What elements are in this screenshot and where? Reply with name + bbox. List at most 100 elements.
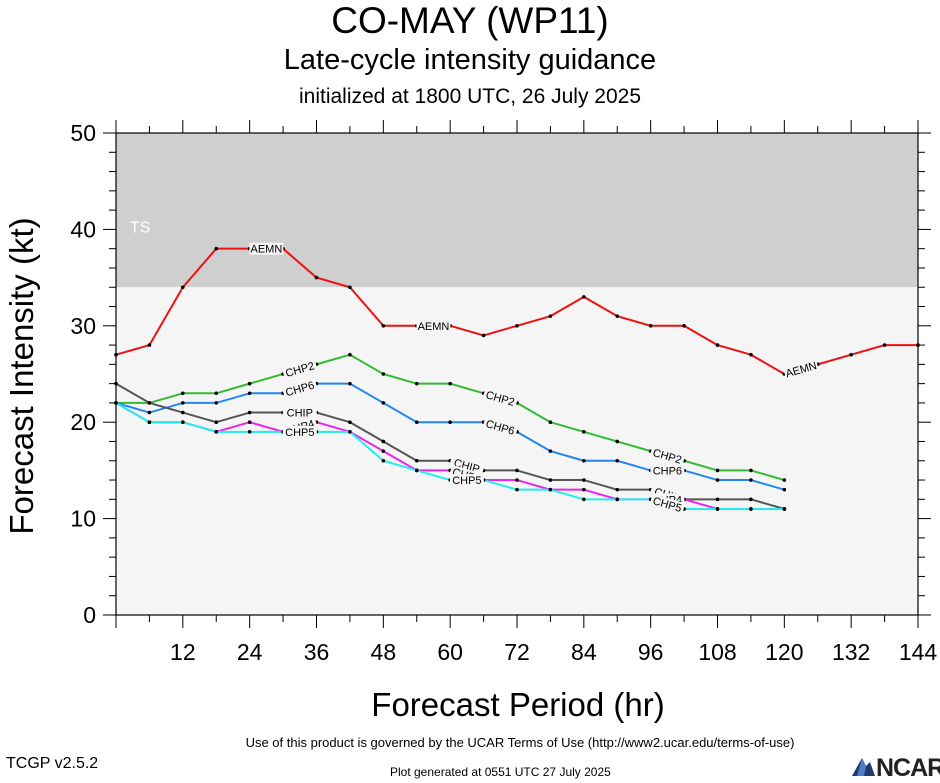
data-point-chip (715, 497, 720, 502)
data-point-chp4 (381, 449, 386, 453)
data-point-chp6 (381, 401, 386, 405)
y-tick-label: 0 (83, 602, 96, 628)
data-point-chp5 (582, 497, 586, 502)
data-point-chp6 (348, 381, 352, 386)
data-point-aemn (548, 314, 553, 318)
series-label-bg (448, 455, 485, 477)
x-tick-label: 36 (304, 639, 330, 665)
series-label-text: CHP5 (285, 427, 314, 439)
data-point-chp2 (247, 381, 252, 386)
data-point-chip (247, 410, 252, 415)
data-point-chp2 (214, 391, 219, 396)
data-point-chp2 (782, 478, 787, 482)
data-point-chp6 (147, 410, 152, 415)
data-point-chp6 (749, 478, 753, 482)
series-label-bg (249, 242, 284, 255)
x-tick-label: 144 (899, 639, 938, 665)
y-tick-label: 30 (70, 313, 96, 339)
series-label-bg (282, 406, 317, 419)
series-label-aemn: AEMN (416, 319, 451, 333)
series-label-bg (783, 358, 820, 380)
data-point-chp2 (615, 439, 620, 444)
data-point-chp5 (348, 430, 352, 434)
data-point-aemn (582, 295, 586, 299)
series-label-text: AEMN (250, 244, 282, 256)
x-tick-label: 12 (170, 639, 196, 665)
data-point-aemn (749, 352, 753, 357)
data-point-chp6 (247, 391, 252, 396)
data-point-aemn (882, 343, 887, 347)
series-label-bg (649, 493, 686, 515)
data-point-aemn (615, 314, 620, 318)
series-label-chip: CHIP (282, 406, 317, 420)
data-point-aemn (682, 324, 686, 328)
band-label-ts: TS (130, 219, 150, 236)
data-point-chp5 (414, 468, 419, 473)
data-point-chp2 (381, 372, 386, 376)
x-tick-label: 96 (638, 639, 664, 665)
x-tick-label: 60 (437, 639, 463, 665)
data-point-chp6 (615, 458, 620, 463)
data-point-chip (548, 478, 553, 482)
intensity-band-ts (116, 133, 918, 288)
intensity-band-below-ts (116, 287, 918, 615)
y-tick-label: 40 (70, 216, 96, 242)
x-tick-label: 108 (698, 639, 736, 665)
data-point-chp2 (348, 352, 352, 357)
data-point-aemn (214, 246, 219, 251)
data-point-aemn (648, 324, 653, 328)
series-label-bg (449, 474, 484, 487)
data-point-chp6 (448, 420, 452, 425)
data-point-chp2 (181, 391, 185, 396)
series-label-bg (416, 319, 451, 332)
x-tick-label: 72 (504, 639, 530, 665)
data-point-chp5 (247, 430, 252, 434)
x-axis-label: Forecast Period (hr) (371, 686, 665, 723)
data-point-chp6 (548, 449, 553, 453)
data-point-chip (749, 497, 753, 502)
series-label-bg (282, 425, 317, 438)
y-tick-label: 10 (70, 506, 96, 532)
data-point-chp6 (414, 420, 419, 425)
series-label-bg (281, 358, 318, 380)
data-point-chp4 (247, 420, 252, 425)
ncar-logo-text: NCAR (876, 754, 940, 782)
data-point-chip (414, 458, 419, 463)
y-axis-label: Forecast Intensity (kt) (3, 217, 40, 535)
ncar-logo-icon (852, 758, 875, 776)
data-point-chp5 (782, 507, 787, 511)
data-point-chp5 (181, 420, 185, 425)
data-point-chip (582, 478, 586, 482)
series-label-text: CHP6 (653, 465, 682, 477)
data-point-chip (615, 487, 620, 492)
series-label-bg (650, 464, 685, 477)
series-label-aemn: AEMN (249, 242, 284, 256)
data-point-chip (181, 410, 185, 415)
data-point-chp2 (448, 381, 452, 386)
data-point-chp4 (515, 478, 519, 482)
data-point-chip (214, 420, 219, 425)
data-point-aemn (314, 275, 319, 280)
initialized-time: initialized at 1800 UTC, 26 July 2025 (298, 85, 642, 108)
data-point-chip (381, 439, 386, 444)
data-point-aemn (381, 324, 386, 328)
data-point-chp6 (715, 478, 720, 482)
data-point-chip (147, 401, 152, 405)
data-point-chp5 (114, 401, 118, 405)
data-point-chp5 (147, 420, 152, 425)
x-tick-label: 48 (371, 639, 397, 665)
data-point-chip (348, 420, 352, 425)
data-point-chp4 (582, 487, 586, 492)
data-point-chip (114, 381, 118, 386)
data-point-aemn (715, 343, 720, 347)
series-label-chp5: CHP5 (449, 474, 484, 487)
x-tick-label: 120 (765, 639, 803, 665)
data-point-chp5 (548, 487, 553, 492)
y-tick-label: 50 (70, 120, 96, 146)
chart-title: CO-MAY (WP11) (331, 0, 609, 41)
data-point-chp2 (414, 381, 419, 386)
series-label-text: CHIP (287, 408, 313, 420)
series-label-text: AEMN (418, 321, 450, 333)
version-text: TCGP v2.5.2 (6, 755, 99, 772)
data-point-chp6 (582, 458, 586, 463)
